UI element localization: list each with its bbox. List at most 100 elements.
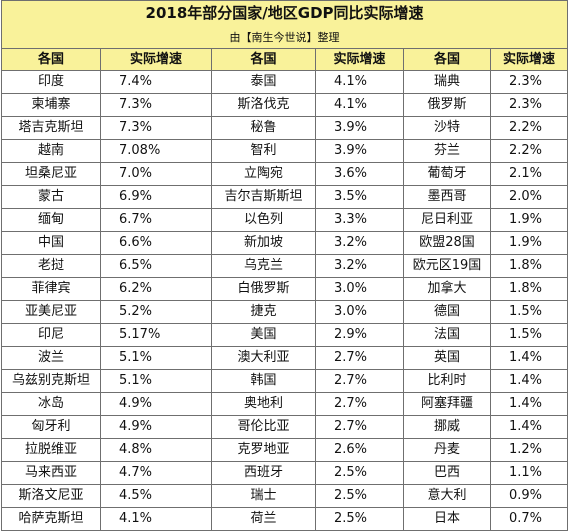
growth-cell: 2.5% [315, 483, 404, 508]
header-row: 各国 实际增速 各国 实际增速 各国 实际增速 [1, 47, 568, 71]
growth-cell: 3.0% [315, 276, 404, 301]
column-header-country-1: 各国 [1, 47, 101, 71]
country-cell: 吉尔吉斯斯坦 [211, 184, 316, 209]
growth-cell: 3.9% [315, 138, 404, 163]
country-cell: 塔吉克斯坦 [1, 115, 101, 140]
table-row: 亚美尼亚 5.2% 捷克 3.0% 德国 1.5% [1, 299, 568, 324]
growth-cell: 2.1% [489, 161, 568, 186]
country-cell: 日本 [403, 506, 491, 531]
growth-cell: 7.08% [100, 138, 212, 163]
growth-cell: 5.1% [100, 345, 212, 370]
table-row: 马来西亚 4.7% 西班牙 2.5% 巴西 1.1% [1, 460, 568, 485]
country-cell: 阿塞拜疆 [403, 391, 491, 416]
growth-cell: 7.3% [100, 92, 212, 117]
growth-cell: 2.2% [489, 138, 568, 163]
country-cell: 泰国 [211, 69, 316, 94]
country-cell: 巴西 [403, 460, 491, 485]
country-cell: 马来西亚 [1, 460, 101, 485]
country-cell: 亚美尼亚 [1, 299, 101, 324]
table-row: 波兰 5.1% 澳大利亚 2.7% 英国 1.4% [1, 345, 568, 370]
growth-cell: 4.5% [100, 483, 212, 508]
country-cell: 乌克兰 [211, 253, 316, 278]
country-cell: 坦桑尼亚 [1, 161, 101, 186]
table-row: 缅甸 6.7% 以色列 3.3% 尼日利亚 1.9% [1, 207, 568, 232]
growth-cell: 1.4% [489, 368, 568, 393]
country-cell: 法国 [403, 322, 491, 347]
table-row: 菲律宾 6.2% 白俄罗斯 3.0% 加拿大 1.8% [1, 276, 568, 301]
country-cell: 西班牙 [211, 460, 316, 485]
growth-cell: 1.5% [489, 299, 568, 324]
country-cell: 中国 [1, 230, 101, 255]
growth-cell: 4.1% [315, 92, 404, 117]
growth-cell: 6.2% [100, 276, 212, 301]
country-cell: 葡萄牙 [403, 161, 491, 186]
growth-cell: 1.2% [489, 437, 568, 462]
growth-cell: 2.2% [489, 115, 568, 140]
country-cell: 白俄罗斯 [211, 276, 316, 301]
country-cell: 美国 [211, 322, 316, 347]
growth-cell: 4.7% [100, 460, 212, 485]
country-cell: 沙特 [403, 115, 491, 140]
country-cell: 新加坡 [211, 230, 316, 255]
growth-cell: 4.1% [315, 69, 404, 94]
country-cell: 澳大利亚 [211, 345, 316, 370]
table-row: 蒙古 6.9% 吉尔吉斯斯坦 3.5% 墨西哥 2.0% [1, 184, 568, 209]
country-cell: 柬埔寨 [1, 92, 101, 117]
growth-cell: 0.7% [489, 506, 568, 531]
country-cell: 冰岛 [1, 391, 101, 416]
country-cell: 丹麦 [403, 437, 491, 462]
growth-cell: 1.9% [489, 207, 568, 232]
country-cell: 瑞士 [211, 483, 316, 508]
table-row: 老挝 6.5% 乌克兰 3.2% 欧元区19国 1.8% [1, 253, 568, 278]
country-cell: 瑞典 [403, 69, 491, 94]
growth-cell: 7.0% [100, 161, 212, 186]
growth-cell: 1.4% [489, 414, 568, 439]
growth-cell: 7.3% [100, 115, 212, 140]
table-row: 拉脱维亚 4.8% 克罗地亚 2.6% 丹麦 1.2% [1, 437, 568, 462]
table-row: 印尼 5.17% 美国 2.9% 法国 1.5% [1, 322, 568, 347]
growth-cell: 3.2% [315, 253, 404, 278]
growth-cell: 5.2% [100, 299, 212, 324]
country-cell: 德国 [403, 299, 491, 324]
country-cell: 乌兹别克斯坦 [1, 368, 101, 393]
growth-cell: 1.1% [489, 460, 568, 485]
country-cell: 斯洛文尼亚 [1, 483, 101, 508]
growth-cell: 2.6% [315, 437, 404, 462]
growth-cell: 1.5% [489, 322, 568, 347]
column-header-country-2: 各国 [211, 47, 316, 71]
country-cell: 哥伦比亚 [211, 414, 316, 439]
column-header-growth-3: 实际增速 [489, 47, 568, 71]
growth-cell: 2.7% [315, 345, 404, 370]
growth-cell: 2.9% [315, 322, 404, 347]
growth-cell: 2.3% [489, 69, 568, 94]
growth-cell: 2.7% [315, 368, 404, 393]
country-cell: 拉脱维亚 [1, 437, 101, 462]
growth-cell: 1.8% [489, 276, 568, 301]
country-cell: 韩国 [211, 368, 316, 393]
table-row: 柬埔寨 7.3% 斯洛伐克 4.1% 俄罗斯 2.3% [1, 92, 568, 117]
column-header-country-3: 各国 [403, 47, 491, 71]
country-cell: 斯洛伐克 [211, 92, 316, 117]
country-cell: 欧盟28国 [403, 230, 491, 255]
country-cell: 印尼 [1, 322, 101, 347]
country-cell: 意大利 [403, 483, 491, 508]
growth-cell: 5.17% [100, 322, 212, 347]
table-row: 哈萨克斯坦 4.1% 荷兰 2.5% 日本 0.7% [1, 506, 568, 531]
country-cell: 芬兰 [403, 138, 491, 163]
growth-cell: 6.9% [100, 184, 212, 209]
growth-cell: 3.5% [315, 184, 404, 209]
country-cell: 印度 [1, 69, 101, 94]
country-cell: 缅甸 [1, 207, 101, 232]
table-row: 塔吉克斯坦 7.3% 秘鲁 3.9% 沙特 2.2% [1, 115, 568, 140]
growth-cell: 1.9% [489, 230, 568, 255]
growth-cell: 4.9% [100, 391, 212, 416]
country-cell: 智利 [211, 138, 316, 163]
country-cell: 菲律宾 [1, 276, 101, 301]
country-cell: 欧元区19国 [403, 253, 491, 278]
country-cell: 尼日利亚 [403, 207, 491, 232]
growth-cell: 2.0% [489, 184, 568, 209]
country-cell: 老挝 [1, 253, 101, 278]
growth-cell: 3.9% [315, 115, 404, 140]
growth-cell: 2.5% [315, 460, 404, 485]
